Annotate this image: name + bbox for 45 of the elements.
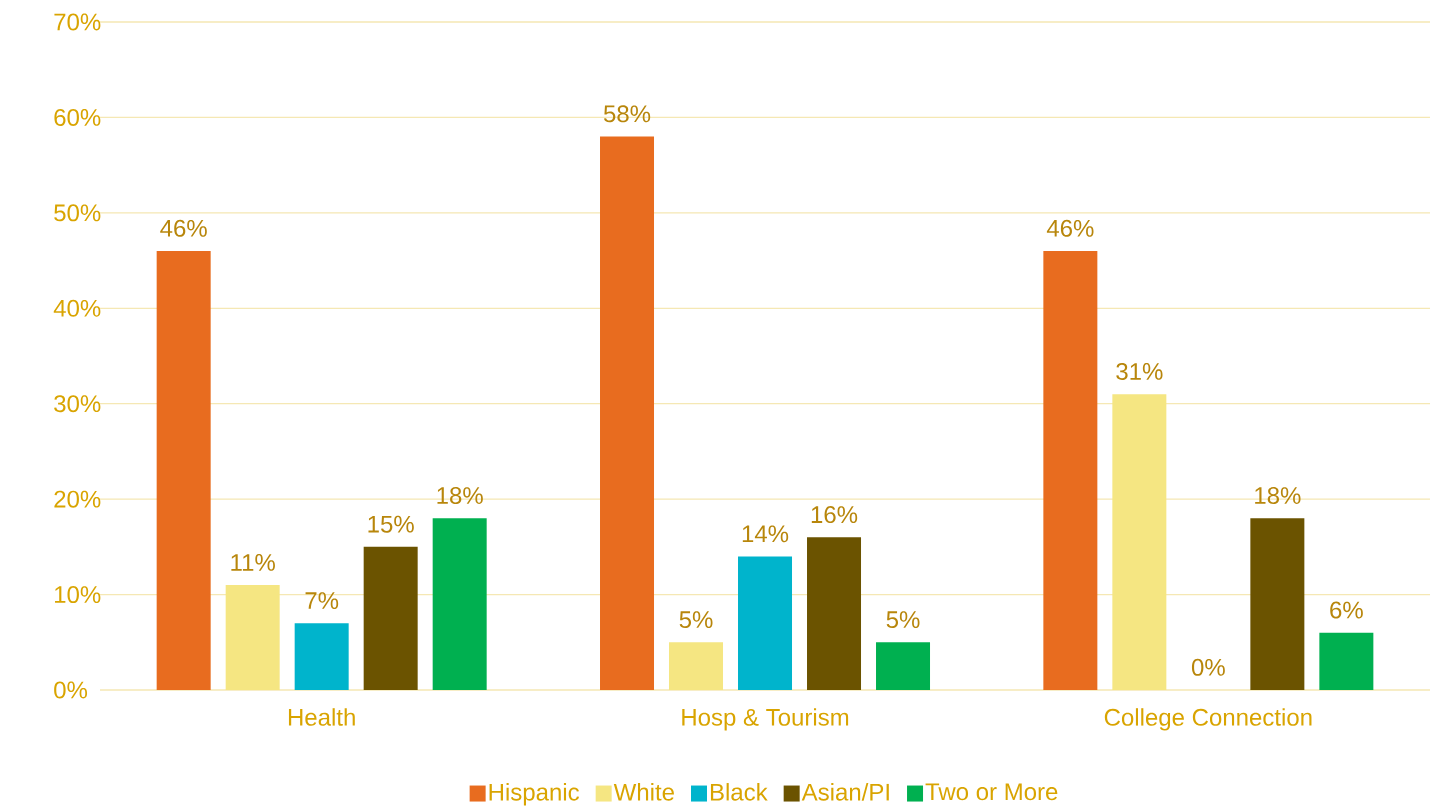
bar [1319, 632, 1374, 690]
y-tick-label: 20% [54, 490, 101, 508]
bar [807, 537, 862, 690]
y-tick-label: 50% [54, 204, 101, 222]
bar [225, 585, 280, 690]
bar [876, 642, 931, 690]
x-tick-label: Health [288, 708, 355, 726]
data-label: 5% [886, 611, 920, 629]
bar [1112, 394, 1167, 690]
bar [294, 623, 349, 690]
data-label: 5% [679, 611, 713, 629]
bar [738, 556, 793, 690]
data-label: 11% [231, 554, 275, 571]
bar [1250, 518, 1305, 690]
y-tick-label: 0% [54, 681, 88, 699]
legend-label: White [613, 783, 674, 801]
bar [156, 251, 211, 690]
data-label: 31% [1116, 362, 1163, 380]
data-label: 46% [1046, 219, 1094, 237]
data-label: 15% [368, 515, 414, 533]
data-label: 0% [1191, 658, 1225, 676]
bar [600, 136, 655, 690]
data-label: 6% [1330, 601, 1363, 619]
y-tick-label: 70% [54, 13, 101, 31]
data-label: 18% [437, 487, 483, 505]
data-label: 18% [1255, 487, 1301, 505]
y-tick-label: 10% [55, 586, 101, 604]
x-tick-label: Hosp & Tourism [682, 708, 849, 731]
bar [1043, 251, 1098, 690]
data-label: 14% [742, 525, 789, 543]
y-tick-label: 40% [53, 299, 101, 317]
bar [363, 546, 418, 690]
bar [432, 518, 487, 690]
legend-label: Black [710, 783, 768, 801]
legend-label: Asian/PI [801, 783, 889, 801]
y-tick-label: 60% [54, 108, 101, 126]
y-tick-label: 30% [54, 395, 101, 413]
bar [669, 642, 724, 690]
data-label: 46% [160, 219, 207, 237]
legend-label: Two or More [925, 783, 1058, 801]
data-label: 7% [305, 592, 339, 609]
data-label: 58% [603, 105, 651, 123]
x-tick-label: College Connection [1104, 708, 1312, 731]
data-label: 16% [811, 506, 858, 524]
legend-label: Hispanic [489, 783, 580, 806]
